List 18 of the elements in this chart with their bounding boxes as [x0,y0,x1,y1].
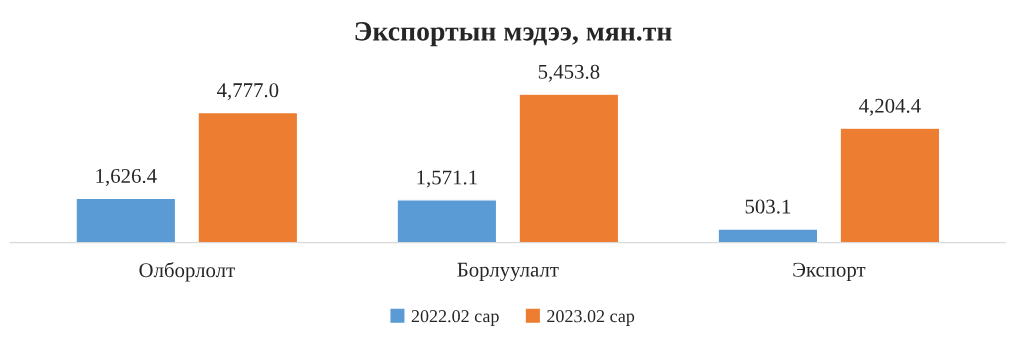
x-tick-label: Борлуулалт [457,262,559,281]
x-tick-label: Олборлолт [139,262,235,282]
bar [396,199,498,243]
data-label: 5,453.8 [538,64,600,82]
data-label: 503.1 [745,199,791,214]
x-tick-label: Экспорт [793,262,866,281]
legend-label: 2022.02 сар [411,310,499,326]
legend-label: 2023.02 сар [547,310,635,326]
data-label: 4,204.4 [859,98,921,116]
bar [197,111,299,243]
data-label: 1,571.1 [417,170,477,188]
chart-title: Экспортын мэдээ, мян.тн [355,21,672,47]
data-label: 1,626.4 [96,169,157,187]
bar [717,228,819,243]
bar [839,127,941,243]
data-label: 4,777.0 [216,83,279,101]
bar [75,197,177,243]
bar [518,93,620,243]
